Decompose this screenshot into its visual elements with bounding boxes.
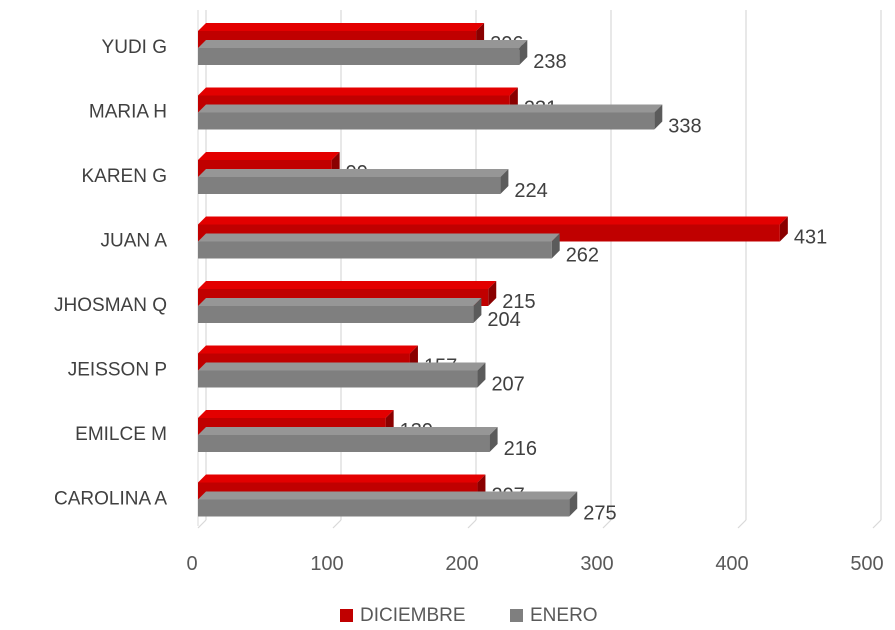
bar-top-face bbox=[198, 233, 560, 242]
bar-top-face bbox=[198, 410, 394, 418]
bar bbox=[198, 499, 570, 517]
bar bbox=[198, 370, 478, 388]
bar-top-face bbox=[198, 427, 498, 435]
bar-top-face bbox=[198, 298, 482, 306]
data-label: 224 bbox=[514, 180, 547, 202]
x-tick-label: 0 bbox=[186, 553, 197, 575]
bar-side-face bbox=[473, 298, 482, 323]
bar-top-face bbox=[198, 152, 340, 160]
data-label: 262 bbox=[566, 245, 599, 267]
category-label: JEISSON P bbox=[68, 360, 167, 381]
x-tick-label: 300 bbox=[580, 553, 613, 575]
legend-swatch bbox=[340, 609, 353, 622]
x-tick-label: 200 bbox=[445, 553, 478, 575]
data-label: 204 bbox=[487, 309, 520, 331]
data-label: 338 bbox=[668, 116, 701, 138]
category-label: JHOSMAN Q bbox=[54, 295, 167, 316]
bar bbox=[198, 177, 501, 194]
gridline-floor bbox=[467, 519, 477, 529]
bar bbox=[198, 306, 474, 323]
bar-side-face bbox=[519, 40, 528, 65]
data-label: 431 bbox=[794, 227, 827, 249]
bar-top-face bbox=[198, 281, 497, 289]
bar-side-face bbox=[654, 104, 663, 130]
category-label: YUDI G bbox=[102, 37, 167, 58]
bar-top-face bbox=[198, 40, 528, 48]
bar-side-face bbox=[500, 169, 509, 194]
bar bbox=[198, 435, 490, 452]
legend-swatch bbox=[510, 609, 523, 622]
gridline-floor bbox=[872, 519, 882, 529]
bar-top-face bbox=[198, 23, 485, 31]
legend-label: ENERO bbox=[530, 605, 598, 626]
gridline-floor bbox=[332, 519, 342, 529]
category-label: JUAN A bbox=[100, 231, 167, 252]
category-label: MARIA H bbox=[89, 102, 167, 123]
category-label: EMILCE M bbox=[75, 424, 167, 445]
data-label: 207 bbox=[491, 374, 524, 396]
x-tick-label: 400 bbox=[715, 553, 748, 575]
bar-top-face bbox=[198, 345, 418, 354]
bar-top-face bbox=[198, 87, 518, 96]
data-label: 216 bbox=[504, 438, 537, 460]
bar-top-face bbox=[198, 474, 486, 483]
x-tick-label: 100 bbox=[310, 553, 343, 575]
bar-side-face bbox=[569, 491, 578, 517]
bar-side-face bbox=[551, 233, 560, 259]
gridline-floor bbox=[737, 519, 747, 529]
bar-top-face bbox=[198, 362, 486, 371]
bar bbox=[198, 48, 520, 65]
bar-side-face bbox=[489, 427, 498, 452]
bar-side-face bbox=[488, 281, 497, 306]
category-label: CAROLINA A bbox=[54, 489, 167, 510]
gridline-floor bbox=[197, 519, 207, 529]
bar-top-face bbox=[198, 491, 578, 500]
data-label: 215 bbox=[502, 291, 535, 313]
bar-top-face bbox=[198, 216, 788, 225]
bar bbox=[198, 112, 655, 130]
bar-side-face bbox=[779, 216, 788, 242]
data-label: 275 bbox=[583, 503, 616, 525]
bar-top-face bbox=[198, 169, 509, 177]
bar-top-face bbox=[198, 104, 663, 113]
bar bbox=[198, 241, 552, 259]
category-label: KAREN G bbox=[81, 166, 167, 187]
legend-label: DICIEMBRE bbox=[360, 605, 466, 626]
bar-side-face bbox=[477, 362, 486, 388]
data-label: 238 bbox=[533, 51, 566, 73]
x-tick-label: 500 bbox=[850, 553, 883, 575]
gridline-floor bbox=[602, 519, 612, 529]
